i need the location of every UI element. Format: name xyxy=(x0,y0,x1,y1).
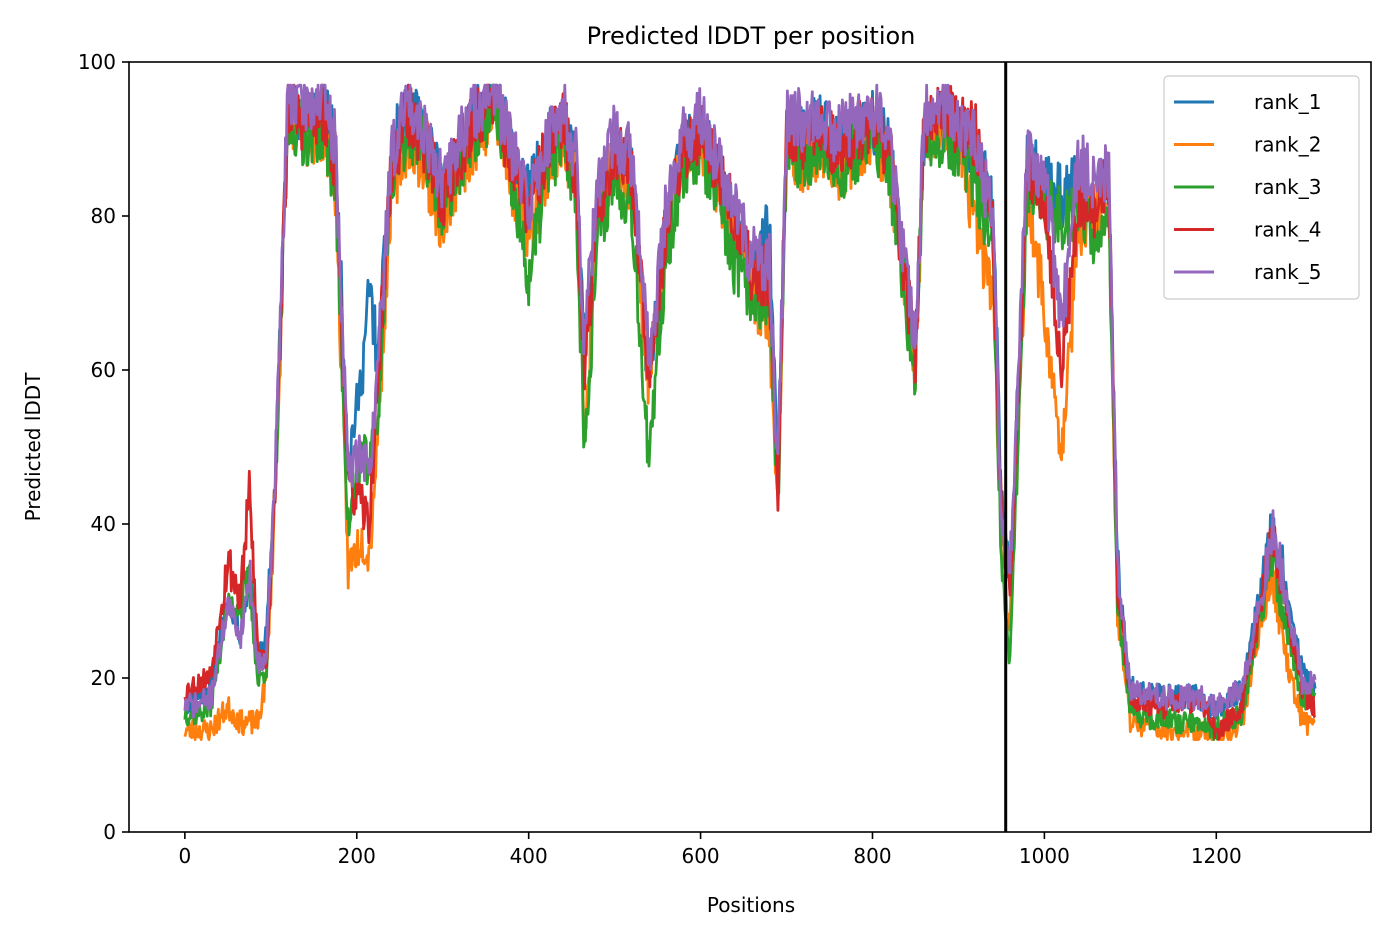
x-axis-ticks: 0 200 400 600 800 1000 1200 xyxy=(179,832,1242,868)
legend-label: rank_4 xyxy=(1254,218,1321,242)
y-tick-label: 60 xyxy=(91,358,116,382)
series-group xyxy=(183,83,1317,741)
legend-label: rank_2 xyxy=(1254,133,1321,157)
y-axis-title: Predicted lDDT xyxy=(21,372,45,522)
series-line-rank-5 xyxy=(183,83,1317,719)
chart-title: Predicted lDDT per position xyxy=(587,22,916,50)
x-tick-label: 200 xyxy=(338,844,376,868)
x-tick-label: 1000 xyxy=(1019,844,1070,868)
y-tick-label: 100 xyxy=(78,50,116,74)
y-tick-label: 80 xyxy=(91,204,116,228)
plot-area xyxy=(128,61,1372,833)
x-tick-label: 600 xyxy=(681,844,719,868)
x-tick-label: 1200 xyxy=(1191,844,1242,868)
legend-box xyxy=(1163,75,1360,300)
plot-frame xyxy=(128,61,1372,833)
y-tick-label: 0 xyxy=(103,820,116,844)
legend-label: rank_3 xyxy=(1254,175,1321,199)
legend: rank_1 rank_2 rank_3 rank_4 rank_5 xyxy=(1163,75,1360,300)
x-tick-label: 800 xyxy=(853,844,891,868)
x-axis-title: Positions xyxy=(707,893,795,917)
legend-label: rank_1 xyxy=(1254,90,1321,114)
x-tick-label: 0 xyxy=(179,844,192,868)
y-axis-ticks: 0 20 40 60 80 100 xyxy=(78,50,129,844)
y-tick-label: 40 xyxy=(91,512,116,536)
legend-label: rank_5 xyxy=(1254,260,1321,284)
y-tick-label: 20 xyxy=(91,666,116,690)
x-tick-label: 400 xyxy=(510,844,548,868)
